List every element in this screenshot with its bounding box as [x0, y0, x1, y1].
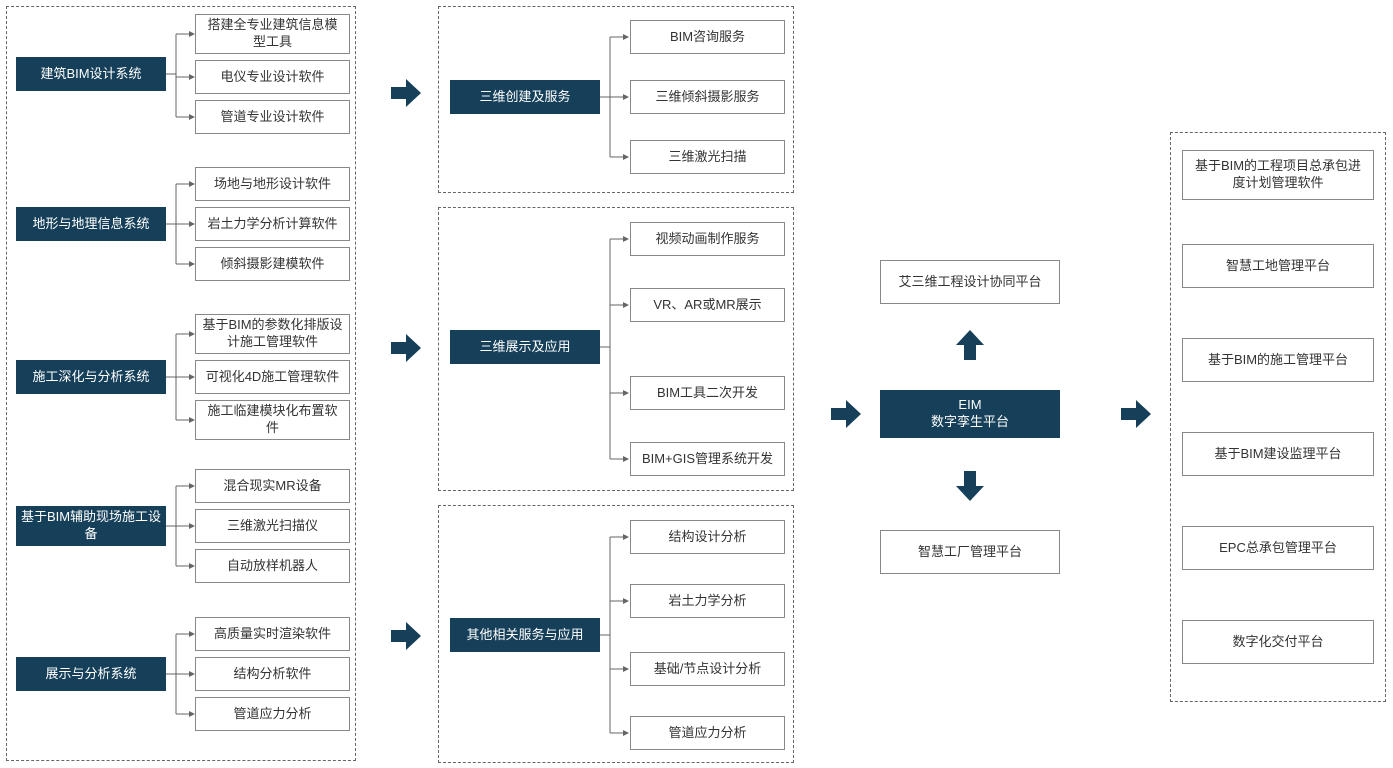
col1-g3-item-0: 基于BIM的参数化排版设计施工管理软件 — [195, 314, 350, 354]
center-up-box: 艾三维工程设计协同平台 — [880, 260, 1060, 304]
col1-g3-item-2: 施工临建模块化布置软件 — [195, 400, 350, 440]
col2-g2-header: 三维展示及应用 — [450, 330, 600, 364]
col4-item-0: 基于BIM的工程项目总承包进度计划管理软件 — [1182, 150, 1374, 200]
col1-g2-header: 地形与地理信息系统 — [16, 207, 166, 241]
col1-g2-item-2: 倾斜摄影建模软件 — [195, 247, 350, 281]
col2-g2-item-1: VR、AR或MR展示 — [630, 288, 785, 322]
col1-g4-header: 基于BIM辅助现场施工设备 — [16, 506, 166, 546]
col2-g1-item-0: BIM咨询服务 — [630, 20, 785, 54]
col2-g3-item-0: 结构设计分析 — [630, 520, 785, 554]
col2-g3-item-3: 管道应力分析 — [630, 716, 785, 750]
col1-g2-item-0: 场地与地形设计软件 — [195, 167, 350, 201]
big-arrow-2 — [388, 618, 424, 654]
col2-g1-item-2: 三维激光扫描 — [630, 140, 785, 174]
col1-g5-item-2: 管道应力分析 — [195, 697, 350, 731]
big-arrow-0 — [388, 75, 424, 111]
col1-g5-header: 展示与分析系统 — [16, 657, 166, 691]
col1-g4-item-2: 自动放样机器人 — [195, 549, 350, 583]
big-arrow-up — [952, 327, 988, 363]
col4-dashed-group — [1170, 132, 1386, 702]
big-arrow-down — [952, 468, 988, 504]
col2-g2-item-2: BIM工具二次开发 — [630, 376, 785, 410]
col2-g3-item-2: 基础/节点设计分析 — [630, 652, 785, 686]
big-arrow-3 — [828, 396, 864, 432]
big-arrow-1 — [388, 330, 424, 366]
center-down-box: 智慧工厂管理平台 — [880, 530, 1060, 574]
col4-item-3: 基于BIM建设监理平台 — [1182, 432, 1374, 476]
col4-item-1: 智慧工地管理平台 — [1182, 244, 1374, 288]
col1-g2-item-1: 岩土力学分析计算软件 — [195, 207, 350, 241]
col1-g1-item-2: 管道专业设计软件 — [195, 100, 350, 134]
col1-g3-header: 施工深化与分析系统 — [16, 360, 166, 394]
col1-g4-item-1: 三维激光扫描仪 — [195, 509, 350, 543]
col4-item-5: 数字化交付平台 — [1182, 620, 1374, 664]
col2-g2-item-3: BIM+GIS管理系统开发 — [630, 442, 785, 476]
col2-g3-header: 其他相关服务与应用 — [450, 618, 600, 652]
col4-item-4: EPC总承包管理平台 — [1182, 526, 1374, 570]
col4-item-2: 基于BIM的施工管理平台 — [1182, 338, 1374, 382]
col1-g4-item-0: 混合现实MR设备 — [195, 469, 350, 503]
col1-g3-item-1: 可视化4D施工管理软件 — [195, 360, 350, 394]
col1-g5-item-1: 结构分析软件 — [195, 657, 350, 691]
col1-g1-header: 建筑BIM设计系统 — [16, 57, 166, 91]
col1-g1-item-1: 电仪专业设计软件 — [195, 60, 350, 94]
col2-g1-item-1: 三维倾斜摄影服务 — [630, 80, 785, 114]
col1-g5-item-0: 高质量实时渲染软件 — [195, 617, 350, 651]
col2-g2-item-0: 视频动画制作服务 — [630, 222, 785, 256]
big-arrow-4 — [1118, 396, 1154, 432]
col2-g1-header: 三维创建及服务 — [450, 80, 600, 114]
col1-g1-item-0: 搭建全专业建筑信息模型工具 — [195, 14, 350, 54]
col2-g3-item-1: 岩土力学分析 — [630, 584, 785, 618]
center-eim-box: EIM 数字孪生平台 — [880, 390, 1060, 438]
